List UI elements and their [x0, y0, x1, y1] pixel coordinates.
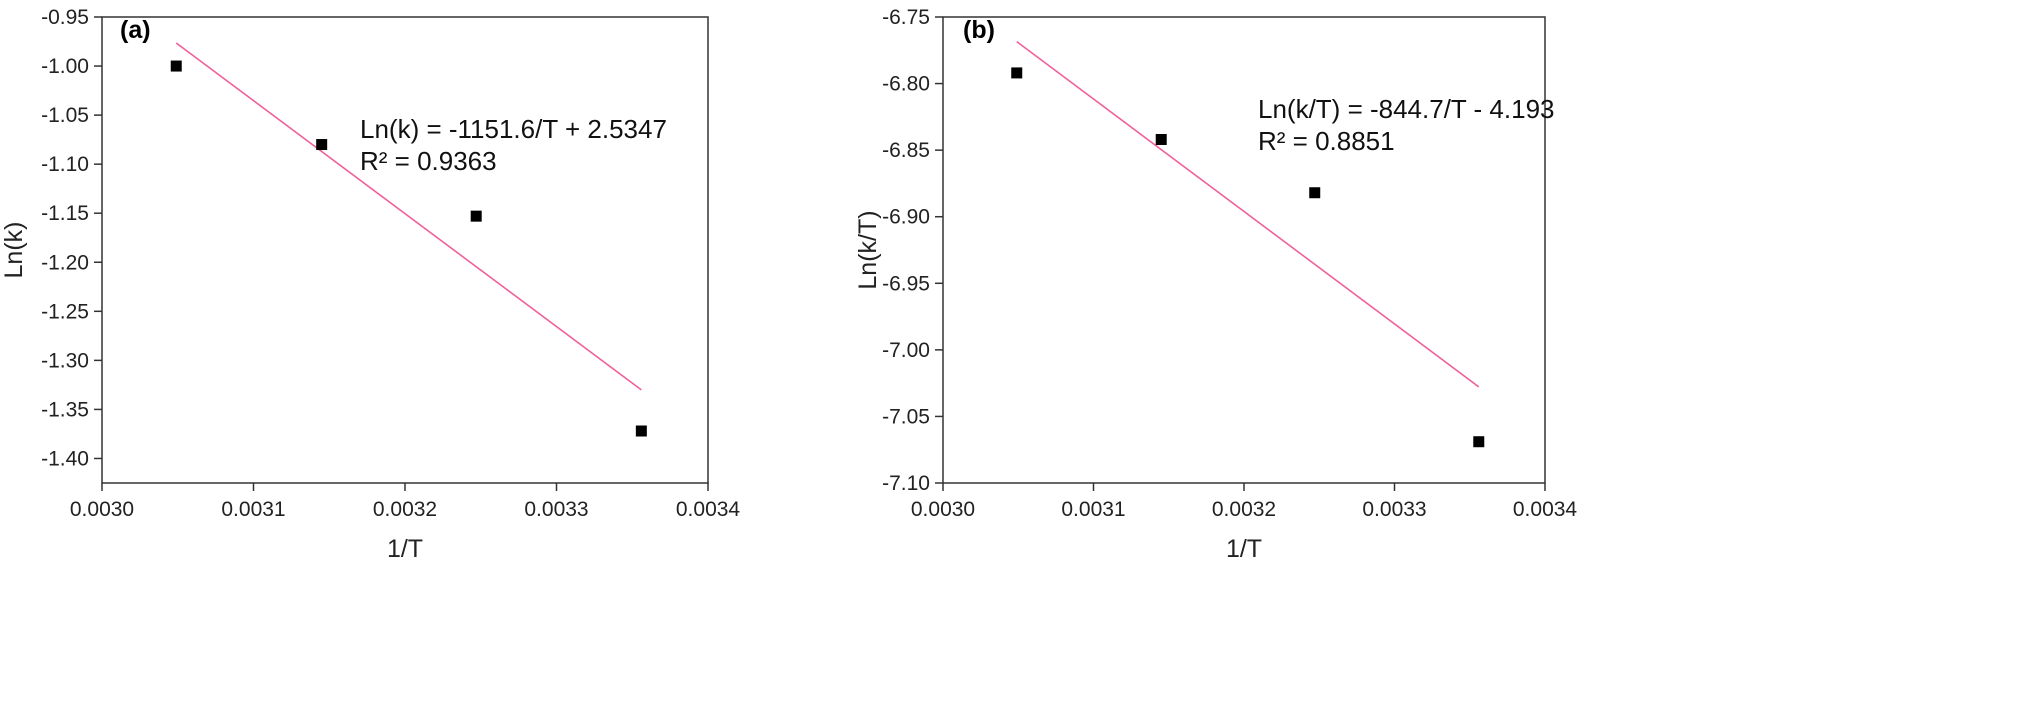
- x-tick-label: 0.0034: [1513, 498, 1578, 521]
- y-tick-label: -1.20: [41, 251, 89, 274]
- x-tick-label: 0.0031: [1061, 498, 1125, 521]
- panel-label: (b): [963, 16, 995, 44]
- y-axis-ticks: -0.95 -1.00 -1.05 -1.10 -1.15 -1.20 -1.25 -1.30…: [41, 6, 102, 470]
- y-tick-label: -1.05: [41, 104, 89, 127]
- data-point: [635, 425, 647, 437]
- data-point: [470, 210, 482, 222]
- r-squared: R² = 0.8851: [1258, 126, 1395, 156]
- chart-panel-a: 0.0030 0.0031 0.0032 0.0033 0.0034 -0.95 -1.0…: [0, 6, 740, 563]
- x-axis-ticks: 0.0030 0.0031 0.0032 0.0033 0.0034: [70, 483, 741, 521]
- x-axis-title: 1/T: [1226, 535, 1262, 563]
- data-points: [170, 60, 647, 437]
- x-tick-label: 0.0033: [1362, 498, 1426, 521]
- x-tick-label: 0.0032: [373, 498, 437, 521]
- x-tick-label: 0.0033: [524, 498, 588, 521]
- x-axis-ticks: 0.0030 0.0031 0.0032 0.0033 0.0034: [911, 483, 1578, 521]
- x-tick-label: 0.0030: [911, 498, 975, 521]
- y-tick-label: -7.10: [882, 472, 930, 495]
- y-tick-label: -6.90: [882, 206, 930, 229]
- plot-frame: [101, 16, 709, 484]
- fit-equation: Ln(k) = -1151.6/T + 2.5347: [360, 114, 667, 144]
- r-squared: R² = 0.9363: [360, 146, 497, 176]
- y-tick-label: -7.05: [882, 405, 930, 428]
- y-axis-title: Ln(k): [0, 222, 28, 279]
- fit-line: [175, 42, 642, 391]
- data-point: [316, 139, 328, 151]
- y-tick-label: -1.25: [41, 300, 89, 323]
- y-tick-label: -1.30: [41, 349, 89, 372]
- y-axis-title: Ln(k/T): [854, 210, 882, 289]
- y-axis-ticks: -6.75 -6.80 -6.85 -6.90 -6.95 -7.00 -7.05 -7.10: [882, 6, 943, 495]
- y-tick-label: -0.95: [41, 6, 89, 29]
- x-tick-label: 0.0032: [1212, 498, 1276, 521]
- data-point: [170, 60, 182, 72]
- data-point: [1155, 133, 1167, 145]
- data-points: [1011, 67, 1485, 448]
- y-tick-label: -6.80: [882, 73, 930, 96]
- x-tick-label: 0.0030: [70, 498, 134, 521]
- fit-equation: Ln(k/T) = -844.7/T - 4.193: [1258, 94, 1555, 124]
- y-tick-label: -1.15: [41, 202, 89, 225]
- data-point: [1011, 67, 1023, 79]
- x-tick-label: 0.0031: [221, 498, 285, 521]
- panel-label: (a): [120, 16, 151, 44]
- y-tick-label: -6.85: [882, 139, 930, 162]
- chart-panel-b: 0.0030 0.0031 0.0032 0.0033 0.0034 -6.75 -6.8…: [854, 6, 1577, 563]
- y-tick-label: -1.00: [41, 55, 89, 78]
- y-tick-label: -1.40: [41, 447, 89, 470]
- y-tick-label: -1.35: [41, 398, 89, 421]
- data-point: [1309, 187, 1321, 199]
- x-tick-label: 0.0034: [676, 498, 741, 521]
- x-axis-title: 1/T: [387, 535, 423, 563]
- y-tick-label: -6.75: [882, 6, 930, 29]
- plot-frame: [942, 16, 1546, 484]
- y-tick-label: -1.10: [41, 153, 89, 176]
- y-tick-label: -6.95: [882, 272, 930, 295]
- fit-line: [1016, 40, 1480, 388]
- y-tick-label: -7.00: [882, 339, 930, 362]
- data-point: [1473, 436, 1485, 448]
